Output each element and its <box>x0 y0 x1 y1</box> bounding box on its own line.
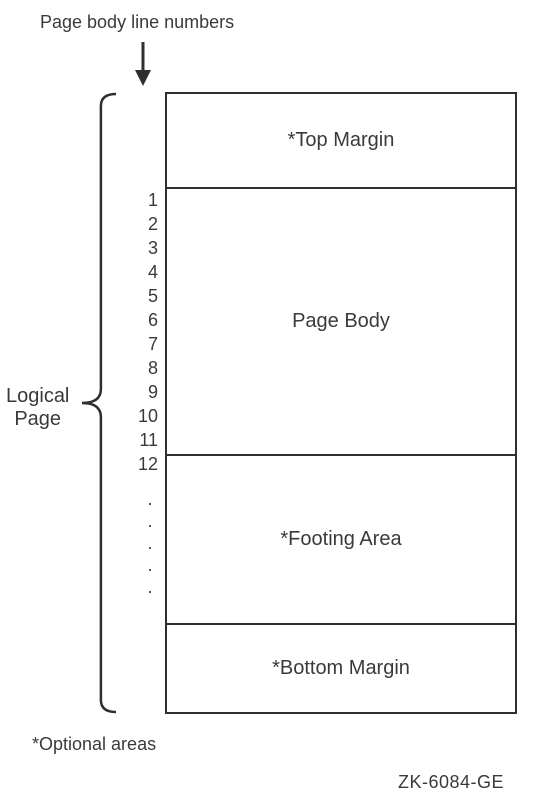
line-number: 5 <box>128 284 158 308</box>
line-number: 6 <box>128 308 158 332</box>
section-label: *Top Margin <box>288 129 395 152</box>
logical-page-label-line2: Page <box>6 408 69 431</box>
continuation-dots: ..... <box>145 490 155 600</box>
dot: . <box>145 578 155 600</box>
line-number: 7 <box>128 332 158 356</box>
page-layout-box: *Top Margin Page Body *Footing Area *Bot… <box>165 92 517 714</box>
line-number: 9 <box>128 380 158 404</box>
arrow-down-icon <box>131 40 155 90</box>
line-numbers-column: 123456789101112 <box>128 188 158 476</box>
line-number: 10 <box>128 404 158 428</box>
section-top-margin: *Top Margin <box>167 94 515 189</box>
dot: . <box>145 556 155 578</box>
section-footing-area: *Footing Area <box>167 456 515 625</box>
line-number: 4 <box>128 260 158 284</box>
figure-code: ZK-6084-GE <box>398 772 504 793</box>
logical-page-label-line1: Logical <box>6 385 69 408</box>
dot: . <box>145 512 155 534</box>
section-label: Page Body <box>292 310 390 333</box>
line-number: 2 <box>128 212 158 236</box>
section-label: *Footing Area <box>280 528 401 551</box>
line-number: 3 <box>128 236 158 260</box>
dot: . <box>145 534 155 556</box>
dot: . <box>145 490 155 512</box>
line-number: 12 <box>128 452 158 476</box>
section-page-body: Page Body <box>167 189 515 455</box>
section-label: *Bottom Margin <box>272 657 410 680</box>
line-number: 11 <box>128 428 158 452</box>
section-bottom-margin: *Bottom Margin <box>167 625 515 712</box>
optional-areas-footnote: *Optional areas <box>32 734 156 755</box>
logical-page-label: Logical Page <box>6 385 69 431</box>
brace-icon <box>80 92 118 714</box>
line-number: 8 <box>128 356 158 380</box>
line-number: 1 <box>128 188 158 212</box>
diagram-title: Page body line numbers <box>40 12 234 33</box>
